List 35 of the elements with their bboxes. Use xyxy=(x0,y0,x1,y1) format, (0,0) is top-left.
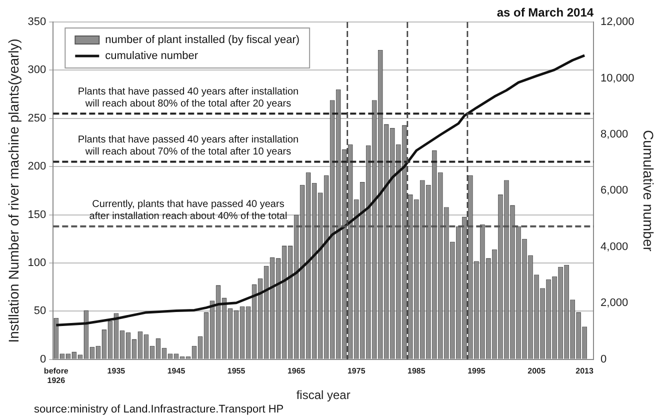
y-tick-label: 0 xyxy=(40,353,46,366)
y-tick-label: 300 xyxy=(28,64,46,76)
ref-line-label: Plants that have passed 40 years after installation will reach about 70% of the total after 10 years xyxy=(78,134,299,158)
y-tick-label: 50 xyxy=(34,305,46,318)
y-tick-label: 350 xyxy=(28,16,46,28)
x-tick-label: 1975 xyxy=(347,366,366,376)
x-tick-label: 1995 xyxy=(468,366,486,376)
y-tick-label: 250 xyxy=(28,112,46,124)
x-tick-label: 1955 xyxy=(227,366,246,376)
x-tick-label: 1965 xyxy=(287,366,306,376)
legend-label: number of plant installed (by fiscal year) xyxy=(105,34,300,46)
legend-label: cumulative number xyxy=(105,50,198,62)
y2-tick-label: 6,000 xyxy=(600,184,628,197)
x-tick-label: before 1926 xyxy=(44,366,69,386)
y2-tick-label: 8,000 xyxy=(600,128,628,140)
y-tick-label: 150 xyxy=(28,208,46,221)
y-tick-label: 200 xyxy=(28,160,46,173)
y-tick-label: 100 xyxy=(28,257,46,270)
x-axis-title: fiscal year xyxy=(296,388,350,402)
x-tick-label: 1985 xyxy=(408,366,426,376)
y2-tick-label: 12,000 xyxy=(600,16,634,28)
source-note: source:ministry of Land.Infrastracture.Transport HP xyxy=(34,404,284,416)
y2-axis-title: Cumulative number xyxy=(640,130,657,252)
x-tick-label: 1935 xyxy=(107,366,126,376)
y2-tick-label: 2,000 xyxy=(600,297,628,310)
text: as of March 2014 xyxy=(496,5,594,20)
y2-tick-label: 0 xyxy=(600,353,607,366)
x-tick-label: 1945 xyxy=(167,366,186,376)
ref-line-label: Plants that have passed 40 years after installation will reach about 80% of the total after 20 years xyxy=(78,86,299,110)
y2-tick-label: 4,000 xyxy=(600,240,628,253)
x-tick-label: 2005 xyxy=(528,366,546,376)
x-tick-label: 2013 xyxy=(576,366,594,376)
y2-tick-label: 10,000 xyxy=(600,72,634,84)
ref-line-label: Currently, plants that have passed 40 years after installation reach about 40% of the total xyxy=(89,199,288,222)
y-axis-title: Instllation Number of river machine plants(yearly) xyxy=(5,38,22,343)
